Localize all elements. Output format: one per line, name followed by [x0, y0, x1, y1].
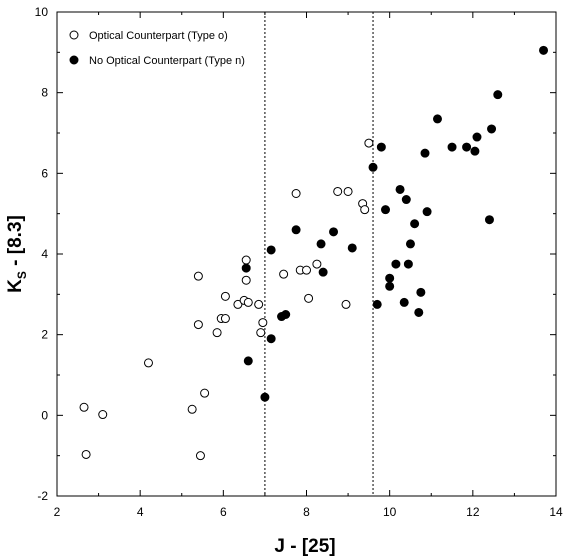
data-point-type-o	[256, 328, 266, 338]
y-tick-label: 2	[41, 328, 48, 342]
data-point-type-n	[403, 259, 413, 269]
data-point-type-n	[266, 334, 276, 344]
y-tick-label: -2	[37, 489, 48, 503]
data-point-type-o	[341, 299, 351, 309]
data-point-type-n	[401, 195, 411, 205]
data-point-type-n	[462, 142, 472, 152]
data-point-type-o	[98, 410, 108, 420]
y-tick-label: 0	[41, 408, 48, 422]
data-point-type-n	[410, 219, 420, 229]
data-point-type-o	[193, 271, 203, 281]
data-point-type-n	[318, 267, 328, 277]
data-point-type-o	[220, 291, 230, 301]
x-tick-label: 10	[383, 505, 397, 519]
data-point-type-n	[243, 356, 253, 366]
data-point-type-n	[281, 310, 291, 319]
y-tick-label: 4	[41, 247, 48, 261]
data-point-type-n	[391, 259, 401, 269]
data-point-type-n	[381, 205, 391, 215]
data-point-type-o	[212, 328, 222, 338]
data-point-type-o	[241, 255, 251, 265]
legend-marker-type-n	[69, 55, 79, 65]
y-axis-title-rest: - [8.3]	[5, 215, 26, 271]
legend-label-type-o: Optical Counterpart (Type o)	[89, 30, 228, 42]
x-axis-title: J - [25]	[274, 536, 335, 557]
data-point-type-o	[200, 388, 210, 398]
legend-marker-type-o	[69, 30, 79, 40]
data-point-type-n	[432, 114, 442, 124]
data-point-type-n	[368, 162, 378, 172]
data-point-type-n	[405, 239, 415, 249]
data-point-type-n	[372, 299, 382, 309]
x-tick-label: 2	[54, 505, 61, 519]
data-point-type-n	[395, 184, 405, 194]
data-point-type-o	[79, 402, 89, 412]
data-point-type-o	[304, 293, 314, 303]
y-axis-title-subscript: S	[15, 271, 29, 279]
data-point-type-n	[470, 146, 480, 156]
data-point-type-n	[422, 207, 432, 217]
y-axis-title-main: K	[5, 279, 26, 293]
data-point-type-o	[333, 186, 343, 196]
data-point-type-n	[472, 132, 482, 142]
x-tick-label: 4	[137, 505, 144, 519]
data-point-type-n	[376, 142, 386, 152]
vertical-reference-lines	[264, 12, 374, 496]
x-tick-label: 12	[466, 505, 480, 519]
y-tick-label: 6	[41, 166, 48, 180]
data-point-type-n	[291, 225, 301, 235]
data-point-type-n	[385, 281, 395, 291]
data-point-type-n	[539, 45, 549, 55]
data-point-type-o	[193, 320, 203, 330]
data-point-type-o	[243, 297, 253, 307]
axis-ticks	[56, 11, 557, 497]
data-point-type-o	[279, 269, 289, 279]
data-point-type-o	[343, 186, 353, 196]
data-point-type-n	[329, 227, 339, 237]
data-point-type-n	[347, 243, 357, 253]
x-tick-label: 14	[549, 505, 563, 519]
data-point-type-n	[416, 287, 426, 297]
legend: Optical Counterpart (Type o) No Optical …	[69, 30, 245, 67]
data-point-type-n	[484, 215, 494, 225]
data-point-type-o	[360, 205, 370, 215]
data-point-type-n	[414, 307, 424, 317]
data-point-type-o	[241, 275, 251, 285]
data-point-type-n	[399, 297, 409, 307]
y-axis-title: KS - [8.3]	[5, 215, 29, 293]
data-point-type-n	[447, 142, 457, 152]
y-tick-label: 8	[41, 86, 48, 100]
data-point-type-n	[316, 239, 326, 249]
data-points	[79, 45, 549, 461]
y-tick-label: 10	[35, 5, 49, 19]
data-point-type-n	[487, 124, 497, 134]
data-point-type-n	[260, 392, 270, 402]
data-point-type-o	[187, 404, 197, 414]
axis-tick-labels: 2 4 6 8 10 12 14 -2 0 2 4 6 8 10	[35, 5, 563, 519]
data-point-type-o	[195, 451, 205, 461]
data-point-type-o	[233, 299, 243, 309]
data-point-type-n	[385, 273, 395, 283]
x-tick-label: 6	[220, 505, 227, 519]
data-point-type-o	[81, 449, 91, 459]
data-point-type-o	[143, 358, 153, 368]
data-point-type-n	[241, 263, 251, 273]
data-point-type-n	[420, 148, 430, 158]
data-point-type-o	[220, 314, 230, 324]
legend-label-type-n: No Optical Counterpart (Type n)	[89, 55, 245, 67]
data-point-type-o	[258, 318, 268, 328]
data-point-type-o	[364, 138, 374, 148]
plot-frame	[56, 11, 557, 497]
data-point-type-n	[266, 245, 276, 255]
data-point-type-n	[493, 90, 503, 100]
data-point-type-o	[291, 189, 301, 198]
data-point-type-o	[312, 259, 322, 269]
x-tick-label: 8	[303, 505, 310, 519]
data-point-type-o	[302, 265, 311, 275]
data-point-type-o	[254, 299, 264, 309]
